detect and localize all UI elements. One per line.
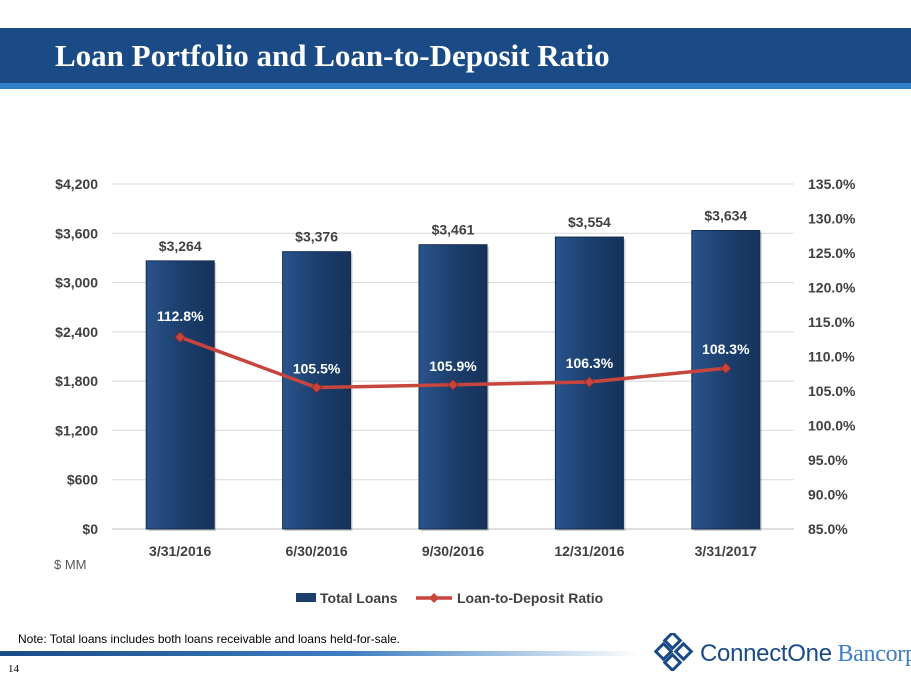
bar [145,260,215,530]
ratio-data-label: 106.3% [566,355,614,371]
ratio-data-label: 105.5% [293,361,341,377]
company-logo: ConnectOne Bancorp [654,633,911,671]
legend-line-marker [429,593,439,603]
y-right-tick-label: 90.0% [808,487,848,503]
logo-text-part2: Bancorp [831,641,911,667]
ratio-point [447,379,459,391]
y-right-tick-label: 120.0% [808,280,856,296]
logo-text-part1: ConnectOne [700,640,832,667]
bar [691,229,761,530]
y-left-tick-label: $1,800 [55,373,98,389]
x-tick-label: 6/30/2016 [285,543,347,559]
footer-divider [0,651,640,656]
footnote: Note: Total loans includes both loans re… [18,632,400,646]
y-right-tick-label: 100.0% [808,418,856,434]
ratio-data-label: 112.8% [157,308,204,324]
ratio-point [174,331,186,343]
x-tick-label: 12/31/2016 [554,543,624,559]
ratio-point [720,362,732,374]
legend-label-ratio: Loan-to-Deposit Ratio [457,590,603,606]
bar-data-label: $3,376 [295,229,338,245]
y-right-tick-label: 125.0% [808,245,856,261]
logo-diamond-icon [654,633,694,671]
ratio-point [583,376,595,388]
ratio-data-label: 105.9% [429,358,477,374]
bar-data-label: $3,554 [568,214,611,230]
y-left-tick-label: $3,600 [55,225,98,241]
y-left-tick-label: $2,400 [55,324,98,340]
y-right-tick-label: 115.0% [808,314,855,330]
page-title: Loan Portfolio and Loan-to-Deposit Ratio [55,38,610,73]
y-right-tick-label: 135.0% [808,176,856,192]
y-left-tick-label: $600 [67,472,98,488]
logo-text: ConnectOne Bancorp [700,640,911,668]
x-tick-label: 3/31/2017 [695,543,757,559]
title-bar: Loan Portfolio and Loan-to-Deposit Ratio [0,28,911,89]
footnote-text: Total loans includes both loans receivab… [46,632,401,646]
footnote-prefix: Note: [18,632,47,646]
y-left-tick-label: $4,200 [55,176,98,192]
y-right-tick-label: 95.0% [808,452,848,468]
legend-bar-swatch [296,593,316,602]
bar-data-label: $3,264 [159,238,202,254]
unit-label: $ MM [54,557,87,572]
y-right-tick-label: 110.0% [808,349,855,365]
y-right-tick-label: 130.0% [808,211,856,227]
y-left-tick-label: $1,200 [55,422,98,438]
y-right-tick-label: 105.0% [808,383,856,399]
bar-data-label: $3,461 [432,222,475,238]
ratio-data-label: 108.3% [702,341,750,357]
bar-data-label: $3,634 [704,207,747,223]
page-number: 14 [8,663,19,675]
x-tick-label: 3/31/2016 [149,543,211,559]
ratio-point [311,381,323,394]
y-left-tick-label: $0 [82,521,98,537]
y-left-tick-label: $3,000 [55,275,98,291]
legend-label-total-loans: Total Loans [320,590,398,606]
x-tick-label: 9/30/2016 [422,543,484,559]
title-underline [0,83,911,89]
y-right-tick-label: 85.0% [808,521,848,537]
